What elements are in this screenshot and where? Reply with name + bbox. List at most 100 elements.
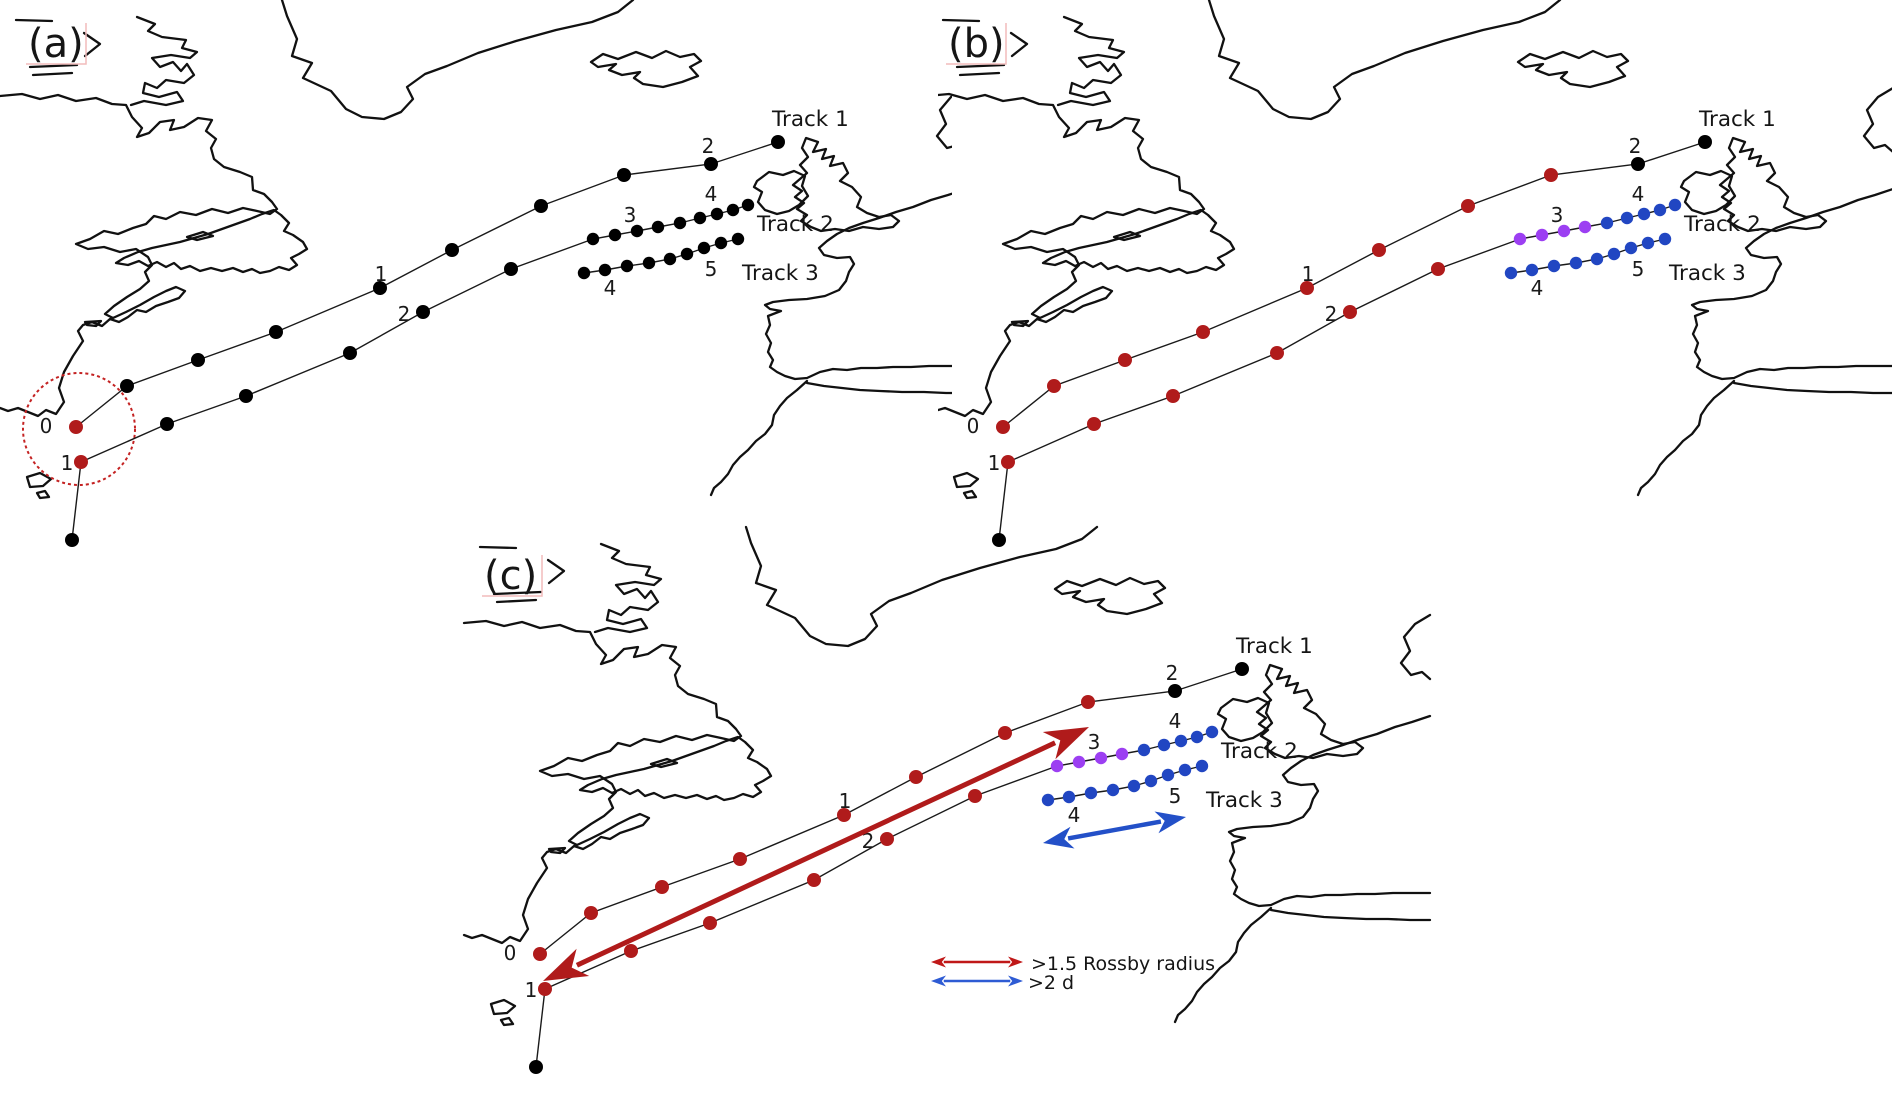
c-track2-point bbox=[1137, 743, 1151, 757]
day-label: 4 bbox=[1531, 276, 1544, 300]
rossby-radius-arrow-head bbox=[543, 948, 590, 981]
a-track2-point bbox=[160, 417, 174, 431]
b-track1-point bbox=[1461, 199, 1475, 213]
track-title: Track 1 bbox=[771, 107, 849, 132]
panel-label-b: (b) bbox=[948, 21, 1005, 67]
a-track1-point bbox=[69, 420, 83, 434]
coastline bbox=[499, 1016, 515, 1027]
coastline bbox=[1009, 31, 1029, 58]
c-track3-point bbox=[1178, 763, 1192, 777]
coastline bbox=[962, 489, 978, 500]
a-track1-point bbox=[534, 199, 548, 213]
c-track2-point bbox=[807, 873, 821, 887]
c-track2-point bbox=[529, 1060, 543, 1074]
day-label: 4 bbox=[1068, 803, 1081, 827]
legend: >1.5 Rossby radius>2 d bbox=[931, 953, 1215, 994]
c-track2-point bbox=[880, 832, 894, 846]
c-track3-point bbox=[1084, 786, 1098, 800]
coastline bbox=[1399, 613, 1432, 681]
c-track1-point bbox=[533, 947, 547, 961]
coastline bbox=[495, 598, 538, 604]
day-label: 0 bbox=[40, 414, 53, 438]
c-track3-point bbox=[1195, 759, 1209, 773]
c-track2-point bbox=[1157, 738, 1171, 752]
b-track3-point bbox=[1624, 241, 1638, 255]
b-track3-point bbox=[1658, 232, 1672, 246]
time-separation-arrow-head bbox=[1043, 826, 1075, 849]
coastline bbox=[578, 735, 773, 802]
b-track2-point bbox=[1653, 203, 1667, 217]
annotation-arrows bbox=[543, 727, 1186, 981]
legend-time-arrow bbox=[931, 975, 1023, 987]
rossby-radius-arrow bbox=[543, 727, 1089, 981]
b-track2-point bbox=[1166, 389, 1180, 403]
b-track2-point bbox=[1578, 220, 1592, 234]
b-track1-point bbox=[1196, 325, 1210, 339]
a-track3-point bbox=[663, 252, 677, 266]
c-track1-point bbox=[584, 906, 598, 920]
day-label: 1 bbox=[839, 789, 852, 813]
b-track2-point bbox=[1535, 228, 1549, 242]
a-track2-point bbox=[504, 262, 518, 276]
c-track2-point bbox=[968, 789, 982, 803]
coastline bbox=[280, 0, 635, 121]
track-title: Track 2 bbox=[1220, 739, 1298, 764]
b-track3-point bbox=[1525, 263, 1539, 277]
b-track2-point bbox=[1431, 262, 1445, 276]
day-label: 3 bbox=[1088, 730, 1101, 754]
coastline bbox=[1516, 49, 1630, 89]
coastline bbox=[492, 590, 543, 596]
coastline bbox=[1862, 87, 1892, 153]
c-track2-point bbox=[1115, 747, 1129, 761]
coastline bbox=[1010, 319, 1030, 328]
a-track1-point bbox=[617, 168, 631, 182]
b-track1-point bbox=[1372, 243, 1386, 257]
a-track3-point bbox=[680, 247, 694, 261]
coastline bbox=[1207, 0, 1562, 121]
day-label: 4 bbox=[604, 276, 617, 300]
b-track3-point bbox=[1641, 236, 1655, 250]
b-track2-point bbox=[1087, 417, 1101, 431]
b-track3-point bbox=[1547, 259, 1561, 273]
coastline bbox=[462, 619, 743, 945]
b-track2-point bbox=[1001, 455, 1015, 469]
rossby-radius-arrow-head bbox=[1042, 727, 1089, 760]
track-title: Track 1 bbox=[1235, 634, 1313, 659]
a-track1-point bbox=[704, 157, 718, 171]
c-track1-point bbox=[909, 770, 923, 784]
legend-time-arrow-head bbox=[1008, 975, 1023, 987]
coastline bbox=[805, 381, 952, 395]
a-track3-point bbox=[714, 236, 728, 250]
c-track2-point bbox=[538, 982, 552, 996]
coastline bbox=[1053, 576, 1167, 616]
b-track1-point bbox=[1631, 157, 1645, 171]
coastline bbox=[25, 471, 53, 489]
a-track2-point bbox=[710, 207, 724, 221]
coastline bbox=[791, 136, 901, 233]
coastline bbox=[1679, 169, 1737, 216]
day-label: 2 bbox=[1166, 661, 1179, 685]
a-track3-point bbox=[620, 259, 634, 273]
coastline bbox=[83, 319, 103, 328]
a-track1-point bbox=[269, 325, 283, 339]
coastline bbox=[28, 63, 79, 69]
b-track2-point bbox=[1343, 305, 1357, 319]
a-track2-point bbox=[630, 224, 644, 238]
panel-label-box bbox=[482, 555, 543, 597]
b-track3-point bbox=[1504, 266, 1518, 280]
c-track2-point bbox=[1174, 734, 1188, 748]
day-label: 0 bbox=[967, 414, 980, 438]
legend-rossby-arrow-head bbox=[931, 956, 946, 968]
panel-label-c: (c) bbox=[484, 553, 537, 599]
b-track2-point bbox=[1270, 346, 1284, 360]
coastline bbox=[1718, 136, 1828, 233]
match-radius-circle bbox=[22, 372, 136, 486]
coastline bbox=[35, 489, 51, 500]
a-track2-point bbox=[65, 533, 79, 547]
track-title: Track 2 bbox=[1683, 212, 1761, 237]
coastline bbox=[82, 31, 102, 58]
track-title: Track 3 bbox=[1668, 261, 1746, 286]
coastline bbox=[489, 998, 517, 1016]
